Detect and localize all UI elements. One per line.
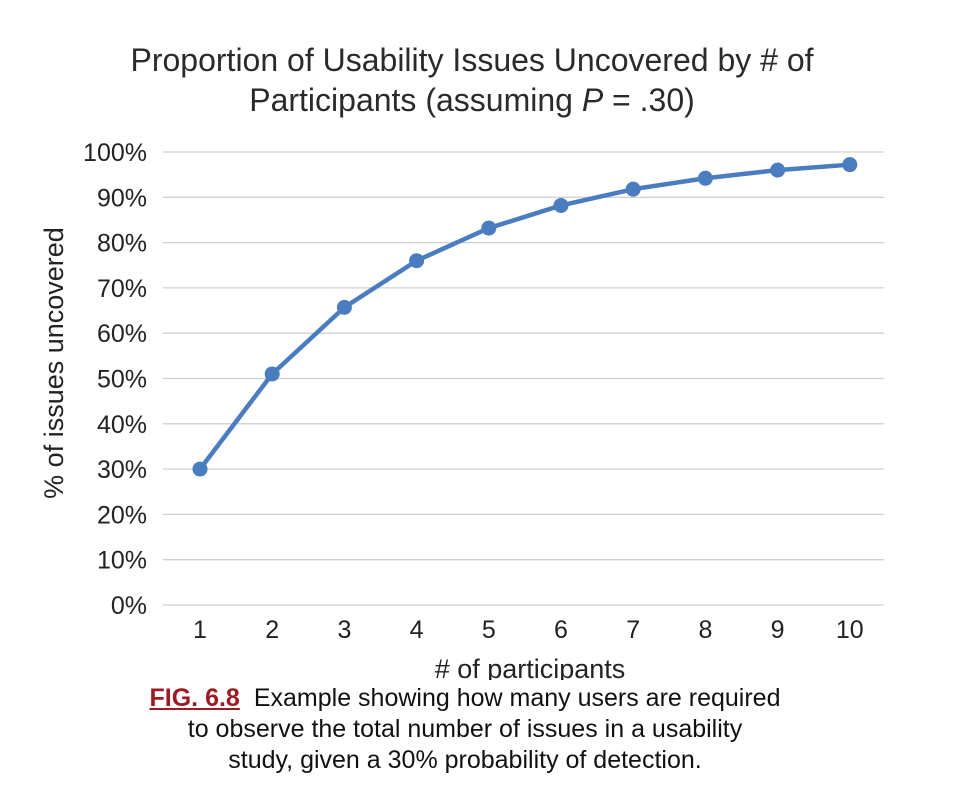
figure-label: FIG. 6.8 [149,684,240,712]
y-tick-label: 100% [83,139,147,167]
x-tick-label: 7 [626,616,640,644]
data-point [625,181,641,197]
data-point [553,197,569,213]
y-tick-label: 70% [97,275,147,303]
chart-title-line-1: Proportion of Usability Issues Uncovered… [130,42,814,78]
series-line [197,162,853,472]
y-tick-label: 30% [97,456,147,484]
x-tick-label: 2 [265,616,279,644]
data-point [842,157,858,173]
x-tick-label: 6 [554,616,568,644]
y-tick-label: 50% [97,366,147,394]
x-tick-label: 5 [482,616,496,644]
caption-text-1: Example showing how many users are requi… [253,684,781,712]
caption-line-2: to observe the total number of issues in… [187,715,743,743]
figure-caption: FIG. 6.8 Example showing how many users a… [0,683,930,776]
y-tick-label: 0% [111,592,147,620]
data-point [264,366,280,382]
gridlines [163,151,884,606]
data-series [192,157,858,477]
data-point [409,253,425,269]
caption-line-3: study, given a 30% probability of detect… [228,746,702,774]
x-tick-label: 1 [193,616,207,644]
data-point [697,170,713,186]
data-point [336,299,352,315]
caption-line-1: FIG. 6.8 Example showing how many users a… [0,683,930,714]
x-tick-label: 9 [771,616,785,644]
data-point [481,220,497,236]
x-tick-label: 4 [410,616,424,644]
y-tick-label: 40% [97,411,147,439]
y-tick-label: 80% [97,230,147,258]
y-tick-label: 90% [97,184,147,212]
y-tick-label: 20% [97,501,147,529]
data-point [770,162,786,178]
x-tick-label: 10 [836,616,864,644]
x-axis-tick-labels: 1 2 3 4 5 6 7 8 9 10 [193,616,864,644]
chart-title-prefix: Participants (assuming [249,82,582,118]
x-tick-label: 8 [698,616,712,644]
y-axis-label: % of issues uncovered [39,227,69,499]
y-axis-tick-labels: 0% 10% 20% 30% 40% 50% 60% 70% 80% 90% 100% [83,139,147,620]
x-axis-label: # of participants [435,654,626,680]
y-tick-label: 10% [97,547,147,575]
data-point [192,461,208,477]
line-chart: 0% 10% 20% 30% 40% 50% 60% 70% 80% 90% 100% 1 2 3 4 5 6… [39,139,884,680]
x-tick-label: 3 [337,616,351,644]
chart-title-variable: P [581,82,604,118]
chart-title: Proportion of Usability Issues Uncovered… [0,40,944,120]
chart-title-line-2: Participants (assuming P = .30) [0,80,944,120]
y-tick-label: 60% [97,320,147,348]
chart-title-suffix: = .30) [603,82,695,118]
